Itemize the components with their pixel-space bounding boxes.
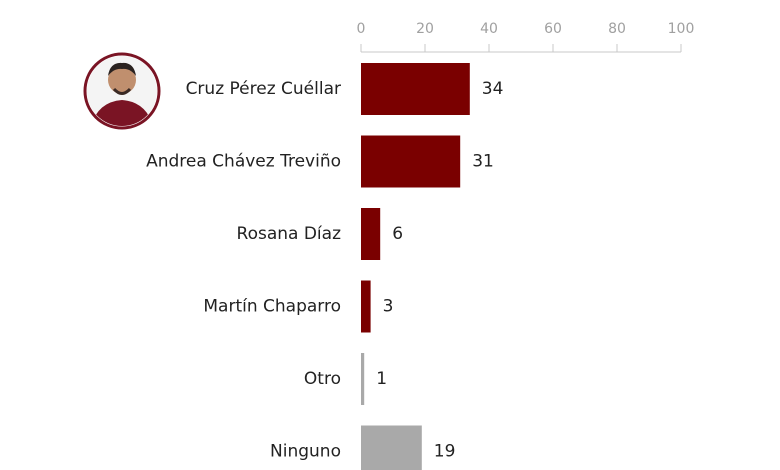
x-tick-label: 0	[357, 21, 366, 37]
candidate-photo	[83, 52, 161, 130]
category-label: Andrea Chávez Treviño	[146, 152, 341, 172]
value-label: 1	[376, 369, 387, 389]
category-label: Otro	[304, 369, 341, 389]
x-tick-label: 20	[416, 21, 434, 37]
x-tick-label: 60	[544, 21, 562, 37]
x-tick-label: 80	[608, 21, 626, 37]
x-tick-label: 40	[480, 21, 498, 37]
category-label: Cruz Pérez Cuéllar	[186, 79, 341, 99]
bar	[361, 280, 371, 333]
bar	[361, 353, 365, 405]
bar	[361, 208, 381, 260]
bar	[361, 135, 461, 188]
x-tick-label: 100	[668, 21, 695, 37]
value-label: 6	[392, 224, 403, 244]
value-label: 19	[434, 442, 456, 462]
category-label: Martín Chaparro	[203, 297, 341, 317]
value-label: 31	[472, 152, 494, 172]
bar	[361, 63, 470, 115]
value-label: 34	[482, 79, 504, 99]
category-label: Rosana Díaz	[237, 224, 342, 244]
category-label: Ninguno	[270, 442, 341, 462]
value-label: 3	[383, 297, 394, 317]
bar	[361, 425, 422, 470]
